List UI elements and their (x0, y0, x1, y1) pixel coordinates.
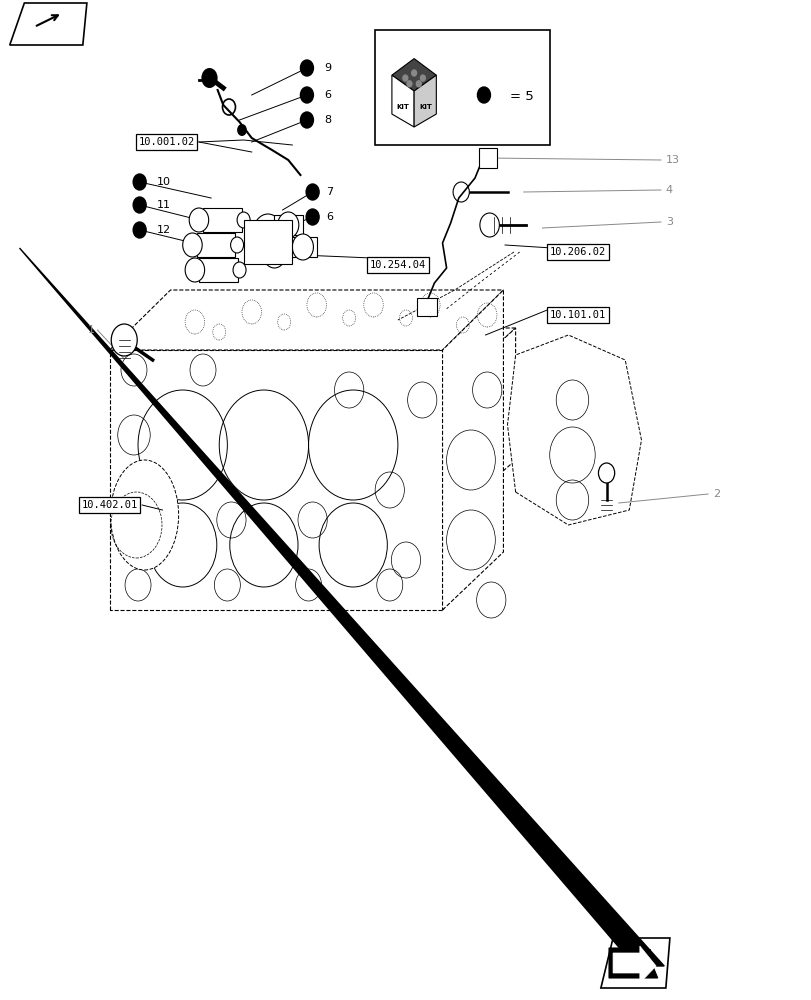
Polygon shape (442, 290, 503, 610)
Bar (243, 220, 292, 264)
Polygon shape (392, 59, 436, 91)
Circle shape (406, 81, 411, 87)
Circle shape (133, 197, 146, 213)
Text: 10: 10 (157, 177, 170, 187)
Circle shape (306, 184, 319, 200)
Text: 10.206.02: 10.206.02 (549, 247, 606, 257)
Bar (199, 258, 238, 282)
Circle shape (453, 182, 469, 202)
Polygon shape (109, 290, 503, 350)
Circle shape (182, 233, 202, 257)
Text: 12: 12 (157, 225, 170, 235)
Text: 10.001.02: 10.001.02 (138, 137, 195, 147)
Polygon shape (19, 248, 663, 966)
Text: 13: 13 (665, 155, 679, 165)
Polygon shape (507, 335, 641, 525)
Text: 7: 7 (326, 187, 333, 197)
Polygon shape (10, 3, 87, 45)
Circle shape (292, 234, 313, 260)
Circle shape (411, 70, 416, 76)
Circle shape (479, 213, 499, 237)
Circle shape (416, 81, 421, 87)
Ellipse shape (110, 460, 178, 570)
Polygon shape (414, 75, 436, 127)
Bar (196, 233, 235, 257)
Circle shape (300, 60, 313, 76)
Circle shape (111, 324, 137, 356)
Circle shape (300, 112, 313, 128)
Polygon shape (612, 946, 655, 983)
Bar (273, 215, 303, 235)
Polygon shape (600, 938, 669, 988)
Text: = 5: = 5 (509, 90, 533, 103)
Polygon shape (608, 948, 657, 978)
Polygon shape (392, 75, 414, 127)
Circle shape (189, 208, 208, 232)
Text: 8: 8 (324, 115, 331, 125)
Polygon shape (161, 380, 458, 510)
Polygon shape (161, 328, 515, 380)
Circle shape (185, 258, 204, 282)
Text: 10.402.01: 10.402.01 (81, 500, 138, 510)
Text: 9: 9 (324, 63, 331, 73)
Circle shape (420, 75, 425, 81)
Circle shape (277, 212, 298, 238)
Bar (416, 298, 436, 316)
Bar (203, 208, 242, 232)
Text: 1: 1 (88, 325, 95, 335)
Text: 10.101.01: 10.101.01 (549, 310, 606, 320)
Circle shape (233, 262, 246, 278)
Text: 2: 2 (712, 489, 719, 499)
Text: KIT: KIT (418, 104, 431, 110)
Circle shape (237, 124, 247, 136)
Text: 6: 6 (324, 90, 331, 100)
Circle shape (201, 68, 217, 88)
Circle shape (133, 174, 146, 190)
Text: 10.254.04: 10.254.04 (369, 260, 426, 270)
Circle shape (598, 463, 614, 483)
Polygon shape (458, 328, 515, 510)
Circle shape (253, 214, 282, 250)
Circle shape (306, 209, 319, 225)
Bar (375, 30, 549, 145)
Circle shape (300, 87, 313, 103)
Circle shape (402, 75, 407, 81)
Polygon shape (109, 350, 442, 610)
Text: 4: 4 (665, 185, 672, 195)
Text: 6: 6 (326, 212, 333, 222)
Text: KIT: KIT (396, 104, 409, 110)
Bar (478, 148, 496, 168)
Circle shape (133, 222, 146, 238)
Circle shape (477, 87, 490, 103)
Text: 11: 11 (157, 200, 170, 210)
Bar (288, 237, 317, 257)
Circle shape (230, 237, 243, 253)
Circle shape (237, 212, 250, 228)
Circle shape (263, 240, 285, 268)
Text: 3: 3 (665, 217, 672, 227)
